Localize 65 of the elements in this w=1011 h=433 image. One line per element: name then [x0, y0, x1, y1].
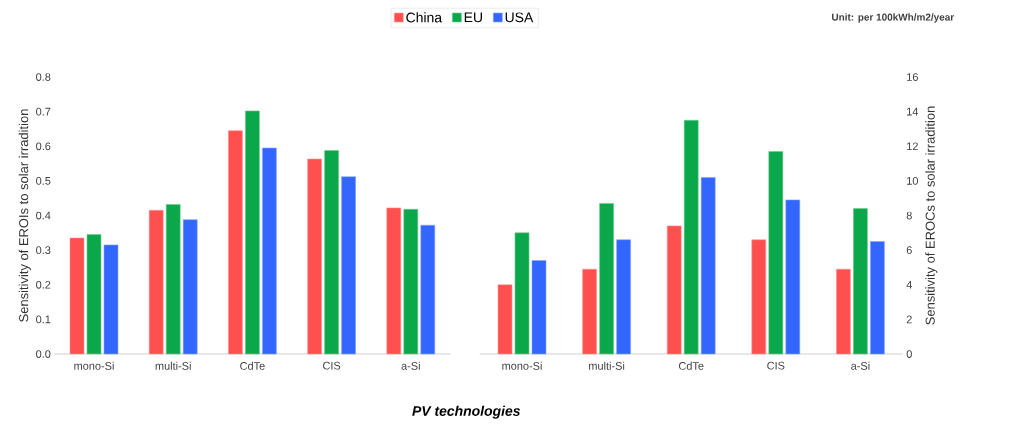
- bar: [228, 130, 243, 355]
- bar: [785, 199, 801, 355]
- legend-label: USA: [505, 12, 534, 23]
- x-tick-label: a-Si: [401, 361, 420, 370]
- bar: [182, 219, 198, 355]
- y-tick-label: 0.5: [36, 177, 51, 185]
- bar: [341, 176, 356, 355]
- bar: [103, 244, 119, 355]
- y-tick-label: 10: [907, 177, 918, 185]
- x-tick-label: CdTe: [678, 361, 704, 370]
- y-tick-label: 0.3: [36, 246, 51, 255]
- bar: [245, 110, 260, 355]
- bar: [751, 239, 767, 355]
- y-tick-label: 12: [907, 142, 918, 151]
- bar: [86, 234, 102, 355]
- y-tick-label: 2: [906, 315, 912, 324]
- y-tick-label: 0.4: [36, 211, 51, 220]
- bar: [497, 284, 513, 355]
- bar: [599, 203, 614, 355]
- bar: [768, 151, 784, 355]
- y-tick-label: 0.8: [36, 73, 51, 81]
- x-tick-label: CIS: [767, 361, 785, 370]
- y-tick-label: 0.2: [36, 280, 51, 289]
- bar: [148, 210, 164, 355]
- bar: [683, 119, 699, 355]
- x-tick-label: CIS: [323, 361, 341, 370]
- bar: [420, 224, 436, 355]
- y-tick-label: 0: [906, 350, 912, 358]
- y-tick-label: 0.7: [36, 107, 51, 116]
- bar: [69, 237, 85, 355]
- bar: [262, 147, 277, 355]
- bar: [616, 239, 631, 355]
- bar: [582, 268, 597, 355]
- x-tick-label: mono-Si: [502, 361, 542, 370]
- y-tick-label: 0.1: [36, 315, 51, 324]
- y-tick-label: 14: [907, 107, 919, 116]
- text: Unit: per 100kWh/m2/year: [832, 13, 955, 23]
- y-tick-label: 0.6: [36, 142, 51, 151]
- legend-label: EU: [464, 12, 482, 23]
- bar: [386, 207, 402, 355]
- y-axis-title: Sensitivity of EROCs to solar irradition: [925, 106, 938, 325]
- bar: [700, 177, 716, 355]
- bar: [165, 204, 181, 355]
- legend-label: China: [406, 12, 443, 23]
- y-axis-title: Sensitivity of EROIs to solar irradition: [18, 109, 31, 322]
- y-tick-label: 4: [906, 280, 912, 289]
- bar: [666, 225, 682, 355]
- bar: [324, 150, 339, 355]
- x-tick-label: CdTe: [240, 361, 265, 370]
- bar: [403, 208, 419, 355]
- bar: [531, 260, 547, 355]
- y-tick-label: 6: [906, 246, 912, 255]
- bar: [836, 268, 851, 355]
- bar: [514, 232, 530, 355]
- bar: [307, 158, 322, 355]
- y-tick-label: 8: [906, 211, 912, 220]
- bar: [853, 208, 868, 355]
- x-axis-title: PV technologies: [412, 405, 521, 419]
- x-tick-label: a-Si: [851, 361, 870, 370]
- y-tick-label: 16: [907, 73, 918, 81]
- x-tick-label: multi-Si: [155, 361, 191, 370]
- y-tick-label: 0.0: [36, 350, 51, 358]
- bar: [870, 241, 885, 355]
- x-tick-label: multi-Si: [589, 361, 625, 370]
- x-tick-label: mono-Si: [74, 361, 114, 370]
